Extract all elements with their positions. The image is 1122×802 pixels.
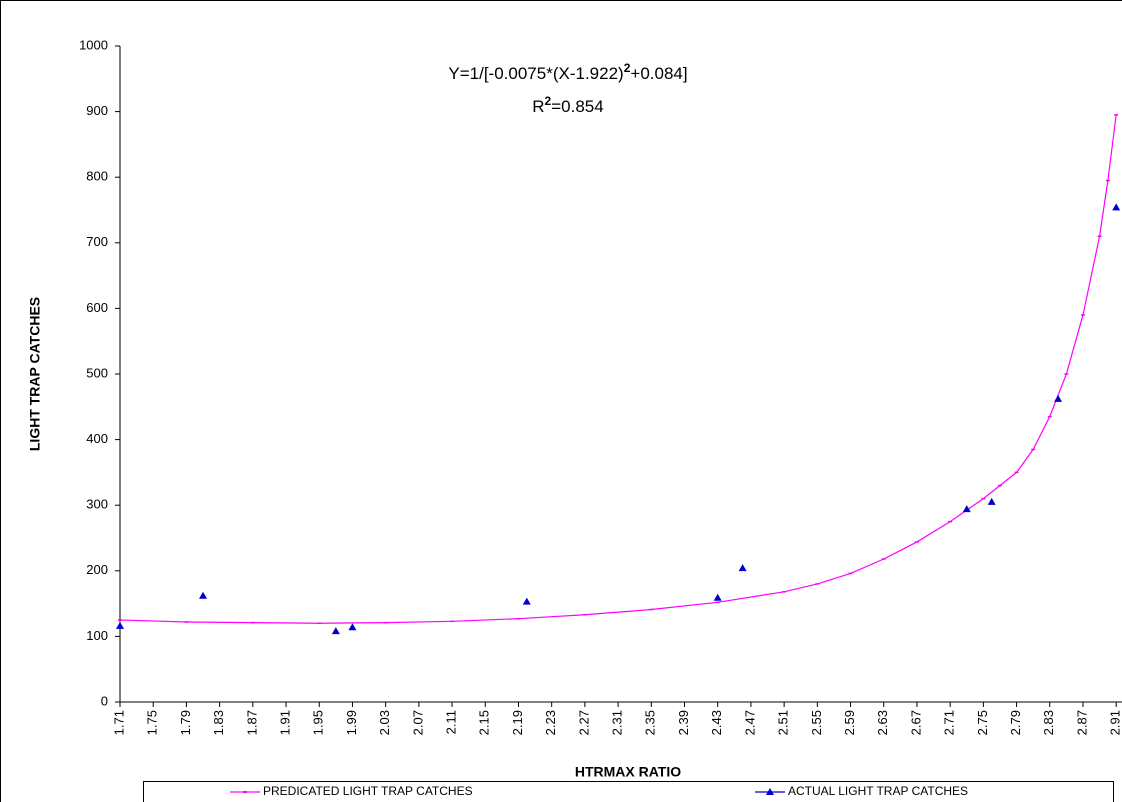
x-tick-label: 2.71	[942, 710, 957, 735]
actual-marker	[331, 627, 340, 635]
actual-marker	[1112, 203, 1121, 211]
y-tick-label: 600	[86, 300, 108, 315]
x-tick-label: 2.07	[410, 710, 425, 735]
x-tick-label: 2.59	[842, 710, 857, 735]
x-tick-label: 2.55	[809, 710, 824, 735]
x-tick-label: 1.91	[277, 710, 292, 735]
x-tick-label: 2.91	[1108, 710, 1122, 735]
x-tick-label: 2.43	[709, 710, 724, 735]
x-tick-label: 2.79	[1008, 710, 1023, 735]
actual-marker	[962, 505, 971, 513]
y-tick-label: 100	[86, 628, 108, 643]
x-tick-label: 2.75	[975, 710, 990, 735]
x-tick-label: 1.75	[145, 710, 160, 735]
r-squared: R2=0.854	[532, 94, 603, 116]
actual-marker	[348, 623, 357, 631]
legend-marker	[766, 788, 774, 795]
x-tick-label: 2.23	[543, 710, 558, 735]
x-tick-label: 2.63	[875, 710, 890, 735]
x-tick-label: 1.87	[244, 710, 259, 735]
x-tick-label: 1.71	[111, 710, 126, 735]
y-tick-label: 900	[86, 103, 108, 118]
x-tick-label: 2.47	[742, 710, 757, 735]
x-tick-label: 2.11	[444, 710, 459, 734]
x-tick-label: 2.67	[908, 710, 923, 735]
legend-label: ACTUAL LIGHT TRAP CATCHES	[788, 784, 968, 798]
x-tick-label: 2.03	[377, 710, 392, 735]
x-tick-label: 1.79	[178, 710, 193, 735]
actual-marker	[199, 591, 208, 599]
y-tick-label: 0	[101, 693, 108, 708]
actual-marker	[522, 597, 531, 605]
y-tick-label: 700	[86, 234, 108, 249]
x-tick-label: 2.19	[510, 710, 525, 735]
x-axis-title: HTRMAX RATIO	[575, 764, 681, 780]
legend	[143, 781, 1114, 802]
actual-marker	[713, 593, 722, 601]
actual-marker	[116, 621, 124, 629]
y-tick-label: 400	[86, 431, 108, 446]
y-tick-label: 1000	[79, 37, 108, 52]
x-tick-label: 2.27	[576, 710, 591, 735]
y-tick-label: 300	[86, 497, 108, 512]
x-tick-label: 2.87	[1074, 710, 1089, 735]
x-tick-label: 2.15	[477, 710, 492, 735]
x-tick-label: 1.99	[344, 710, 359, 735]
x-tick-label: 2.31	[610, 710, 625, 735]
y-axis-title: LIGHT TRAP CATCHES	[27, 297, 43, 451]
actual-marker	[738, 564, 747, 572]
y-tick-label: 800	[86, 169, 108, 184]
x-tick-label: 2.35	[643, 710, 658, 735]
x-tick-label: 2.39	[676, 710, 691, 735]
x-tick-label: 1.83	[211, 710, 226, 735]
predicted-line	[119, 114, 1117, 624]
actual-marker	[1054, 394, 1063, 402]
legend-label: PREDICATED LIGHT TRAP CATCHES	[263, 784, 473, 798]
x-tick-label: 2.83	[1041, 710, 1056, 735]
y-tick-label: 200	[86, 562, 108, 577]
equation: Y=1/[-0.0075*(X-1.922)2+0.084]	[448, 61, 687, 83]
actual-marker	[987, 497, 996, 505]
x-tick-label: 2.51	[776, 710, 791, 735]
y-tick-label: 500	[86, 365, 108, 380]
x-tick-label: 1.95	[311, 710, 326, 735]
